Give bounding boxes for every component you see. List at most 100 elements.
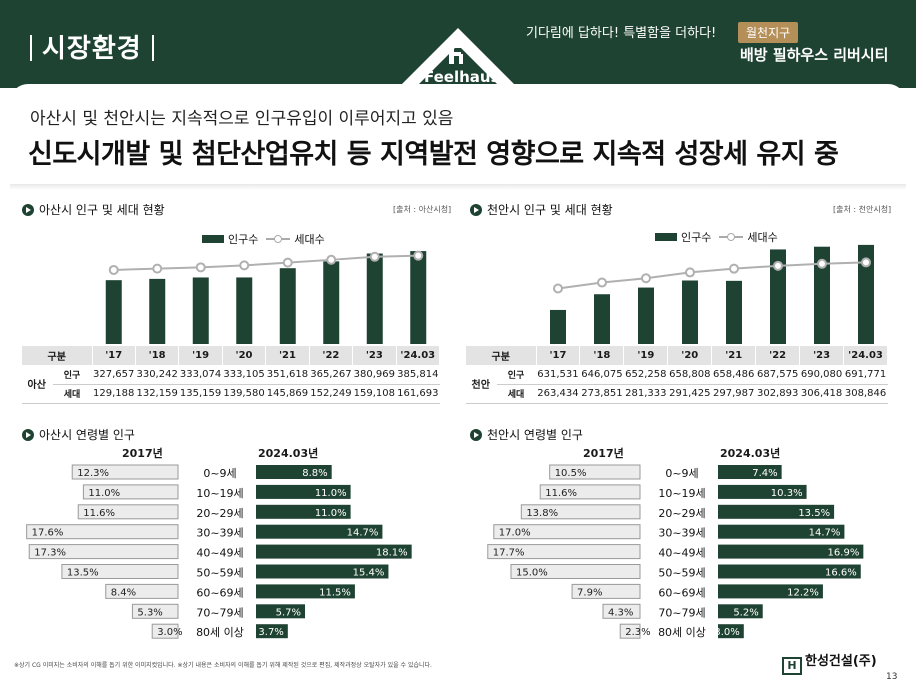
age-value-2017: 11.6% bbox=[83, 508, 115, 519]
table-header-year: '23 bbox=[799, 346, 845, 365]
table-header-year: '17 bbox=[92, 346, 136, 365]
table-header-year: '19 bbox=[623, 346, 669, 365]
table-row-header: 세대 bbox=[496, 384, 537, 404]
age-value-2024: 16.9% bbox=[828, 548, 860, 559]
asan-source: [출처 : 아산시청] bbox=[393, 205, 452, 214]
project-name: 배방 필하우스 리버시티 bbox=[740, 46, 889, 64]
asan-age-chart: 12.3% 0~9세 8.8% 11.0% 10~19세 11.0% 11.6% 20~29세… bbox=[26, 464, 412, 639]
age-bar-2017 bbox=[151, 623, 179, 639]
age-group-label: 60~69세 bbox=[196, 586, 243, 599]
age-bar-2024 bbox=[256, 544, 412, 559]
age-value-2017: 11.0% bbox=[88, 488, 120, 499]
age-bar-2017 bbox=[619, 623, 641, 639]
table-header-year: '19 bbox=[178, 346, 223, 365]
age-value-2024: 13.5% bbox=[798, 508, 830, 519]
age-group-label: 0~9세 bbox=[665, 467, 698, 480]
cheonan-age-chart: 10.5% 0~9세 7.4% 11.6% 10~19세 10.3% 13.8% 20~29세… bbox=[487, 464, 864, 639]
age-bar-2024 bbox=[256, 524, 383, 539]
table-cell: 351,618 bbox=[265, 365, 310, 385]
play-icon bbox=[22, 429, 34, 441]
population-bar bbox=[594, 294, 610, 344]
asan-legend: 인구수 세대수 bbox=[202, 231, 325, 247]
cheonan-population-chart bbox=[550, 244, 874, 344]
play-icon bbox=[22, 204, 34, 216]
age-value-2017: 2.3% bbox=[625, 627, 650, 638]
legend-line-label: 세대수 bbox=[294, 233, 325, 246]
age-group-label: 30~39세 bbox=[658, 527, 705, 540]
age-group-label: 80세 이상 bbox=[196, 626, 244, 639]
table-header-year: '21 bbox=[711, 346, 757, 365]
table-cell: 135,159 bbox=[178, 384, 223, 404]
slogan: 기다림에 답하다! 특별함을 더하다! bbox=[526, 26, 717, 41]
population-bar bbox=[410, 251, 427, 344]
household-point bbox=[282, 257, 293, 268]
table-cell: 333,074 bbox=[178, 365, 223, 385]
population-bar bbox=[770, 249, 786, 344]
age-value-2024: 15.4% bbox=[353, 568, 385, 579]
household-point bbox=[553, 283, 563, 294]
age-group-label: 20~29세 bbox=[658, 507, 705, 520]
cheonan-population-title: 천안시 인구 및 세대 현황 bbox=[470, 201, 613, 218]
age-group-label: 20~29세 bbox=[196, 507, 243, 520]
age-group-label: 70~79세 bbox=[658, 606, 705, 619]
age-value-2017: 3.0% bbox=[157, 627, 182, 638]
household-point bbox=[108, 264, 119, 275]
table-cell: 333,105 bbox=[222, 365, 267, 385]
cheonan-age-title-text: 천안시 연령별 인구 bbox=[487, 428, 583, 442]
age-value-2024: 11.0% bbox=[315, 508, 347, 519]
age-bar-2017 bbox=[539, 484, 641, 500]
age-value-2017: 17.7% bbox=[493, 548, 525, 559]
household-line bbox=[557, 261, 867, 290]
table-cell: 646,075 bbox=[579, 365, 625, 385]
table-cell: 263,434 bbox=[536, 384, 581, 404]
cheonan-age-title: 천안시 연령별 인구 bbox=[470, 426, 583, 443]
age-bar-2017 bbox=[549, 464, 641, 480]
table-region: 천안 bbox=[466, 365, 497, 404]
age-value-2017: 12.3% bbox=[77, 468, 109, 479]
table-cell: 658,808 bbox=[667, 365, 713, 385]
table-row: 천안 인구 631,531 646,075 652,258 658,808 658,486 6… bbox=[466, 365, 888, 404]
age-bar-2017 bbox=[571, 583, 641, 599]
age-value-2024: 5.2% bbox=[733, 607, 758, 618]
age-value-2024: 18.1% bbox=[376, 548, 408, 559]
table-cell: 145,869 bbox=[265, 384, 310, 404]
household-point bbox=[685, 267, 695, 278]
age-value-2017: 15.0% bbox=[516, 568, 548, 579]
age-value-2017: 7.9% bbox=[577, 587, 602, 598]
age-bar-2017 bbox=[131, 603, 179, 619]
age-value-2024: 3.0% bbox=[714, 627, 739, 638]
legend-line-swatch bbox=[719, 233, 744, 241]
asan-population-title: 아산시 인구 및 세대 현황 bbox=[22, 201, 165, 218]
age-bar-2024 bbox=[718, 484, 807, 499]
age-bar-2017 bbox=[28, 544, 179, 560]
age-bar-2024 bbox=[718, 544, 864, 559]
age-bar-2024 bbox=[256, 504, 351, 519]
age-value-2024: 11.0% bbox=[315, 488, 347, 499]
table-row: 세대 129,188 132,159 135,159 139,580 145,869 152… bbox=[22, 384, 441, 404]
age-value-2017: 17.3% bbox=[34, 548, 66, 559]
age-bar-2024 bbox=[718, 604, 763, 619]
age-bar-2017 bbox=[602, 603, 641, 619]
table-cell: 306,418 bbox=[799, 384, 845, 404]
cheonan-age-year-2017: 2017년 bbox=[583, 447, 624, 460]
age-value-2024: 16.6% bbox=[825, 568, 857, 579]
age-bar-2024 bbox=[718, 624, 744, 639]
age-bar-2024 bbox=[256, 484, 351, 499]
table-cell: 658,486 bbox=[711, 365, 757, 385]
table-header-year: '18 bbox=[135, 346, 180, 365]
age-bar-2017 bbox=[82, 484, 179, 500]
cheonan-age-year-2024: 2024.03년 bbox=[720, 447, 781, 460]
table-cell: 327,657 bbox=[92, 365, 136, 385]
divider bbox=[10, 184, 906, 190]
table-cell: 132,159 bbox=[135, 384, 180, 404]
age-value-2024: 10.3% bbox=[771, 488, 803, 499]
table-header-year: '23 bbox=[352, 346, 397, 365]
table-cell: 159,108 bbox=[352, 384, 397, 404]
population-bar bbox=[192, 277, 209, 344]
cheonan-source: [출처 : 천안시청] bbox=[833, 205, 892, 214]
hansung-logo-icon: H bbox=[782, 657, 802, 675]
household-point bbox=[326, 254, 337, 265]
age-bar-2024 bbox=[718, 584, 823, 599]
legend-bar-swatch bbox=[655, 233, 677, 241]
age-value-2024: 12.2% bbox=[787, 587, 819, 598]
